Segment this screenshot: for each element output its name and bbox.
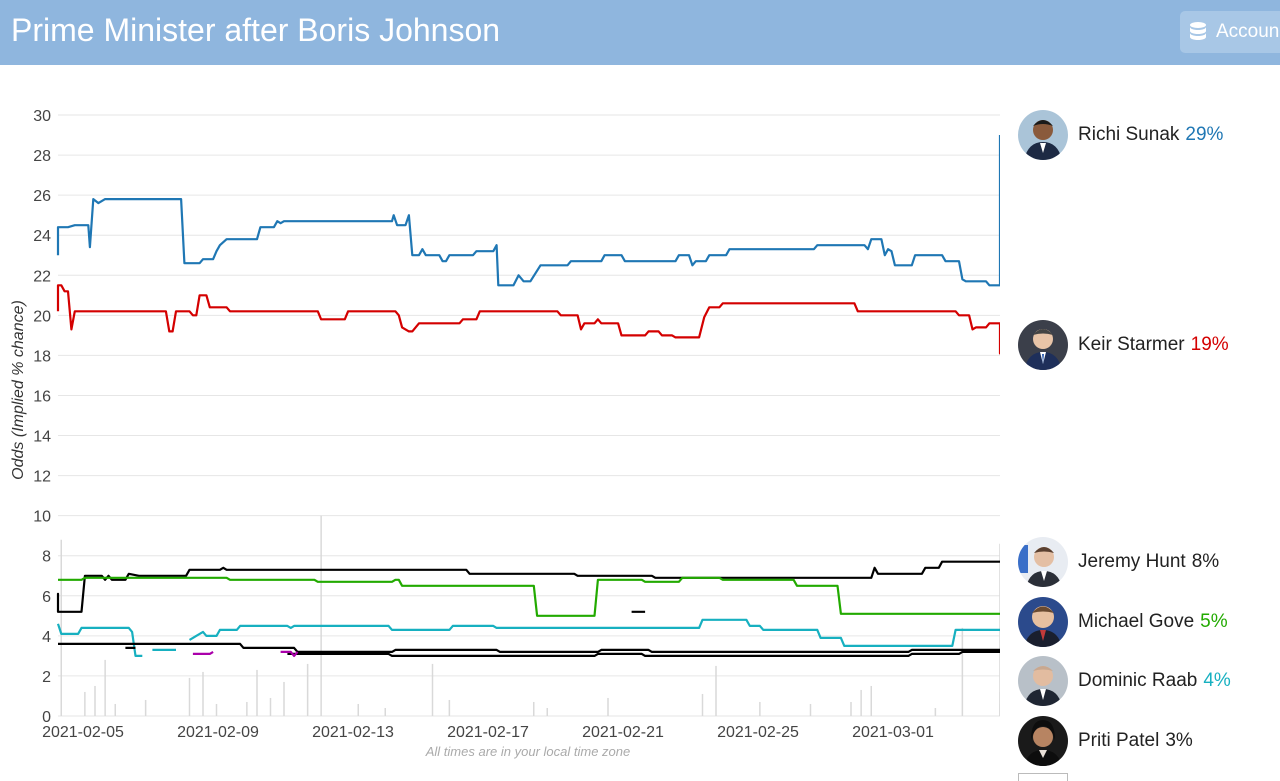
legend-name: Jeremy Hunt: [1078, 551, 1186, 572]
x-tick-label: 2021-02-17: [447, 724, 529, 741]
legend-pct: 8%: [1191, 551, 1220, 572]
x-tick-label: 2021-02-25: [717, 724, 799, 741]
series-line-other: [125, 610, 1000, 657]
x-tick-label: 2021-02-13: [312, 724, 394, 741]
y-tick-label: 4: [42, 629, 51, 646]
legend-name: Richi Sunak: [1078, 124, 1180, 145]
y-tick-label: 8: [42, 549, 51, 566]
legend-item-hunt[interactable]: Jeremy Hunt 8%: [1018, 537, 1280, 587]
x-tick-label: 2021-03-01: [852, 724, 934, 741]
y-tick-label: 28: [33, 148, 51, 165]
page-title: Prime Minister after Boris Johnson: [11, 12, 501, 48]
y-tick-label: 6: [42, 589, 51, 606]
series-line-michael-gove: [58, 576, 1000, 617]
legend-pct: 19%: [1190, 334, 1229, 355]
series-line-richi-sunak: [56, 135, 1000, 287]
legend-item-sunak[interactable]: Richi Sunak 29%: [1018, 110, 1280, 160]
sunak-avatar: [1018, 110, 1068, 160]
y-tick-label: 18: [33, 348, 51, 365]
database-icon: [1190, 22, 1206, 40]
raab-avatar: [1018, 656, 1068, 706]
starmer-avatar: [1018, 320, 1068, 370]
more-candidates-stub: [1018, 773, 1068, 781]
y-tick-label: 20: [33, 308, 51, 325]
y-tick-label: 24: [33, 228, 51, 245]
series-line-priti-patel: [58, 642, 1000, 653]
legend-name: Keir Starmer: [1078, 334, 1185, 355]
grid-layer: [58, 114, 1000, 717]
legend-pct: 4%: [1203, 670, 1231, 691]
series-line-other-2: [192, 650, 299, 657]
y-tick-label: 12: [33, 469, 51, 486]
y-tick-label: 30: [33, 108, 51, 125]
y-axis-label: Odds (Implied % chance): [10, 300, 27, 480]
series-line-keir-starmer: [56, 284, 1000, 355]
y-tick-label: 26: [33, 188, 51, 205]
header-bar: Prime Minister after Boris Johnson Accou…: [0, 0, 1280, 65]
x-tick-layer: 2021-02-05 2021-02-09 2021-02-13 2021-02-17…: [42, 724, 934, 741]
legend-item-raab[interactable]: Dominic Raab 4%: [1018, 656, 1280, 706]
y-tick-label: 16: [33, 388, 51, 405]
y-tick-label: 10: [33, 509, 51, 526]
x-tick-label: 2021-02-05: [42, 724, 124, 741]
account-button[interactable]: Accoun: [1180, 11, 1280, 53]
legend-item-starmer[interactable]: Keir Starmer 19%: [1018, 320, 1280, 370]
legend-name: Priti Patel: [1078, 730, 1160, 751]
legend-item-gove[interactable]: Michael Gove 5%: [1018, 597, 1280, 647]
legend-name: Dominic Raab: [1078, 670, 1198, 691]
legend-pct: 3%: [1165, 730, 1193, 751]
legend-name: Michael Gove: [1078, 611, 1195, 632]
y-tick-label: 14: [33, 429, 51, 446]
y-tick-label: 22: [33, 268, 51, 285]
series-layer: [56, 135, 1000, 657]
volume-layer: [60, 515, 1000, 716]
legend-pct: 5%: [1200, 611, 1228, 632]
y-tick-label: 2: [42, 669, 51, 686]
series-line-dominic-raab: [56, 618, 1000, 657]
x-tick-label: 2021-02-21: [582, 724, 664, 741]
legend-pct: 29%: [1185, 124, 1224, 145]
timezone-footnote: All times are in your local time zone: [425, 744, 630, 759]
account-label: Accoun: [1216, 21, 1280, 42]
series-line-jeremy-hunt: [56, 560, 1000, 613]
gove-avatar: [1018, 597, 1068, 647]
y-tick-label: 0: [42, 709, 51, 726]
x-tick-label: 2021-02-09: [177, 724, 259, 741]
patel-avatar: [1018, 716, 1068, 766]
hunt-avatar: [1018, 537, 1068, 587]
legend-item-patel[interactable]: Priti Patel 3%: [1018, 716, 1280, 766]
